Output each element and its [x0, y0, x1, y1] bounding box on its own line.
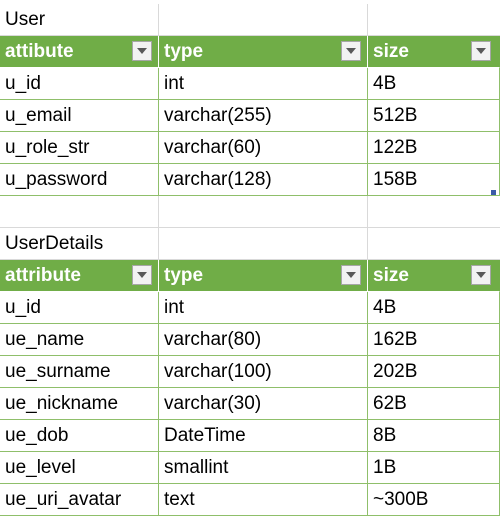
filter-dropdown-button[interactable] — [341, 41, 361, 61]
cell-size[interactable]: 158B — [368, 164, 500, 196]
chevron-down-icon — [137, 272, 147, 278]
header-cell-attribute[interactable]: attribute — [0, 260, 159, 292]
cell-type[interactable]: int — [159, 68, 368, 100]
table-resize-handle[interactable] — [491, 190, 496, 195]
empty-row — [0, 196, 500, 228]
cell-attribute[interactable]: u_email — [0, 100, 159, 132]
header-label: type — [164, 41, 204, 62]
table-row: u_email varchar(255) 512B — [0, 100, 500, 132]
cell-size[interactable]: 8B — [368, 420, 500, 452]
cell-size[interactable]: 202B — [368, 356, 500, 388]
cell-size[interactable]: 162B — [368, 324, 500, 356]
cell-type[interactable]: text — [159, 484, 368, 516]
empty-cell[interactable] — [368, 228, 500, 260]
chevron-down-icon — [476, 48, 486, 54]
cell-size[interactable]: 1B — [368, 452, 500, 484]
cell-attribute[interactable]: u_id — [0, 68, 159, 100]
empty-cell[interactable] — [368, 196, 500, 228]
empty-cell[interactable] — [0, 196, 159, 228]
table-row: ue_surname varchar(100) 202B — [0, 356, 500, 388]
cell-size[interactable]: 62B — [368, 388, 500, 420]
header-label: size — [373, 41, 409, 62]
cell-attribute[interactable]: u_id — [0, 292, 159, 324]
cell-type[interactable]: varchar(30) — [159, 388, 368, 420]
cell-type[interactable]: DateTime — [159, 420, 368, 452]
table-title-row: User — [0, 4, 500, 36]
header-cell-type[interactable]: type — [159, 36, 368, 68]
empty-cell[interactable] — [159, 196, 368, 228]
cell-type[interactable]: smallint — [159, 452, 368, 484]
cell-size[interactable]: 4B — [368, 292, 500, 324]
empty-cell[interactable] — [159, 4, 368, 36]
table-row: u_password varchar(128) 158B — [0, 164, 500, 196]
cell-attribute[interactable]: ue_uri_avatar — [0, 484, 159, 516]
empty-cell[interactable] — [159, 228, 368, 260]
table-row: ue_name varchar(80) 162B — [0, 324, 500, 356]
cell-attribute[interactable]: ue_name — [0, 324, 159, 356]
header-cell-attribute[interactable]: attibute — [0, 36, 159, 68]
header-cell-size[interactable]: size — [368, 36, 500, 68]
cell-attribute[interactable]: ue_level — [0, 452, 159, 484]
header-label: attibute — [5, 41, 74, 62]
cell-size[interactable]: 512B — [368, 100, 500, 132]
chevron-down-icon — [346, 48, 356, 54]
table-row: ue_nickname varchar(30) 62B — [0, 388, 500, 420]
table-header-row: attribute type size — [0, 260, 500, 292]
cell-attribute[interactable]: ue_surname — [0, 356, 159, 388]
table-title-userdetails[interactable]: UserDetails — [0, 228, 159, 260]
cell-type[interactable]: varchar(60) — [159, 132, 368, 164]
table-title-row: UserDetails — [0, 228, 500, 260]
cell-type[interactable]: int — [159, 292, 368, 324]
table-row: u_role_str varchar(60) 122B — [0, 132, 500, 164]
table-row: u_id int 4B — [0, 292, 500, 324]
cell-attribute[interactable]: ue_dob — [0, 420, 159, 452]
chevron-down-icon — [476, 272, 486, 278]
cell-size[interactable]: ~300B — [368, 484, 500, 516]
filter-dropdown-button[interactable] — [341, 265, 361, 285]
filter-dropdown-button[interactable] — [132, 265, 152, 285]
filter-dropdown-button[interactable] — [132, 41, 152, 61]
filter-dropdown-button[interactable] — [471, 41, 491, 61]
empty-cell[interactable] — [368, 4, 500, 36]
cell-size[interactable]: 4B — [368, 68, 500, 100]
table-row: u_id int 4B — [0, 68, 500, 100]
table-title-user[interactable]: User — [0, 4, 159, 36]
chevron-down-icon — [137, 48, 147, 54]
cell-type[interactable]: varchar(100) — [159, 356, 368, 388]
cell-size[interactable]: 122B — [368, 132, 500, 164]
chevron-down-icon — [346, 272, 356, 278]
table-row: ue_level smallint 1B — [0, 452, 500, 484]
cell-type[interactable]: varchar(255) — [159, 100, 368, 132]
cell-type[interactable]: varchar(128) — [159, 164, 368, 196]
table-row: ue_dob DateTime 8B — [0, 420, 500, 452]
header-label: attribute — [5, 265, 81, 286]
header-label: type — [164, 265, 204, 286]
cell-type[interactable]: varchar(80) — [159, 324, 368, 356]
header-label: size — [373, 265, 409, 286]
header-cell-size[interactable]: size — [368, 260, 500, 292]
cell-attribute[interactable]: ue_nickname — [0, 388, 159, 420]
cell-attribute[interactable]: u_password — [0, 164, 159, 196]
header-cell-type[interactable]: type — [159, 260, 368, 292]
filter-dropdown-button[interactable] — [471, 265, 491, 285]
table-header-row: attibute type size — [0, 36, 500, 68]
cell-attribute[interactable]: u_role_str — [0, 132, 159, 164]
table-row: ue_uri_avatar text ~300B — [0, 484, 500, 516]
